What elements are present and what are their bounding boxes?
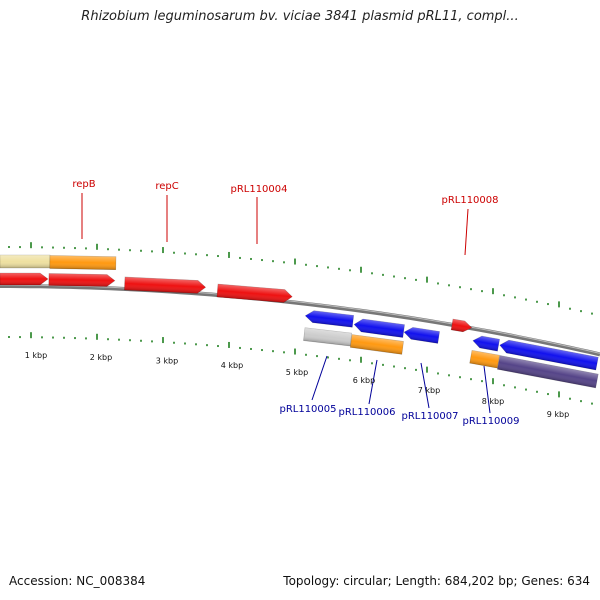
backbone-arc	[0, 284, 600, 357]
label-pRL110007-leader	[420, 362, 430, 409]
cog-band-purple[interactable]	[497, 355, 599, 389]
kbp-tick-label: 8 kbp	[482, 397, 504, 406]
cog-band-purple-shading	[497, 355, 599, 388]
cog-band-orange-shading	[49, 255, 116, 270]
gene-repB-shading	[48, 273, 115, 287]
gene-pRL110005-shading	[305, 310, 354, 328]
cog-band-orange-3-shading	[469, 350, 500, 369]
kbp-tick-label: 6 kbp	[353, 376, 375, 385]
label-pRL110005-leader	[311, 355, 328, 401]
label-pRL110007[interactable]: pRL110007	[401, 411, 458, 422]
gene-reverse-next[interactable]	[499, 339, 599, 371]
gene-pRL110009-shading	[472, 336, 500, 352]
gene-pRL110007-shading	[404, 327, 440, 344]
cog-band-gray[interactable]	[303, 327, 353, 347]
kbp-tick-label: 4 kbp	[221, 361, 243, 370]
label-pRL110008[interactable]: pRL110008	[441, 195, 498, 206]
gene-reverse-next-shading	[499, 340, 599, 370]
cog-band-pale[interactable]	[0, 254, 51, 269]
label-repC[interactable]: repC	[155, 181, 178, 192]
accession-text: Accession: NC_008384	[9, 574, 146, 588]
gene-repC-shading	[124, 276, 206, 294]
gene-pRL110008-shading	[451, 318, 472, 332]
label-pRL110009-leader	[483, 365, 491, 414]
kbp-tick-label: 5 kbp	[286, 368, 308, 377]
gene-pRL110005[interactable]	[304, 310, 355, 328]
cog-band-orange-2-shading	[350, 334, 404, 355]
kbp-tick-label: 3 kbp	[156, 356, 178, 365]
gene-forward-1[interactable]	[0, 272, 49, 286]
cog-band-orange-2[interactable]	[349, 334, 404, 355]
topology-summary: Topology: circular; Length: 684,202 bp; …	[283, 574, 590, 588]
gene-pRL110004-shading	[216, 284, 293, 303]
cog-band-pale-shading	[0, 255, 50, 268]
label-pRL110004[interactable]: pRL110004	[230, 184, 287, 195]
gene-pRL110009[interactable]	[472, 335, 500, 352]
kbp-tick-label: 7 kbp	[418, 386, 440, 395]
gene-pRL110004[interactable]	[216, 283, 293, 303]
gene-repC[interactable]	[124, 276, 207, 294]
map-title: Rhizobium leguminosarum bv. viciae 3841 …	[81, 9, 519, 24]
kbp-tick-label: 9 kbp	[547, 410, 569, 419]
label-repB[interactable]: repB	[72, 179, 95, 190]
cog-band-gray-shading	[303, 327, 352, 346]
gene-pRL110008[interactable]	[450, 318, 473, 333]
gene-forward-1-shading	[0, 273, 48, 285]
cog-band-orange[interactable]	[49, 255, 117, 271]
gene-pRL110006-shading	[354, 319, 405, 338]
label-pRL110009[interactable]: pRL110009	[462, 416, 519, 427]
kbp-tick-label: 2 kbp	[90, 353, 112, 362]
label-pRL110008-leader	[464, 208, 469, 256]
label-pRL110006[interactable]: pRL110006	[338, 407, 395, 418]
kbp-tick-label: 1 kbp	[25, 351, 47, 360]
gene-pRL110007[interactable]	[403, 326, 440, 344]
backbone-highlight	[0, 284, 600, 354]
gene-pRL110006[interactable]	[353, 318, 405, 338]
label-pRL110006-leader	[368, 359, 378, 405]
label-pRL110005[interactable]: pRL110005	[279, 404, 336, 415]
gene-repB[interactable]	[48, 273, 116, 287]
cog-band-orange-3[interactable]	[469, 349, 500, 369]
